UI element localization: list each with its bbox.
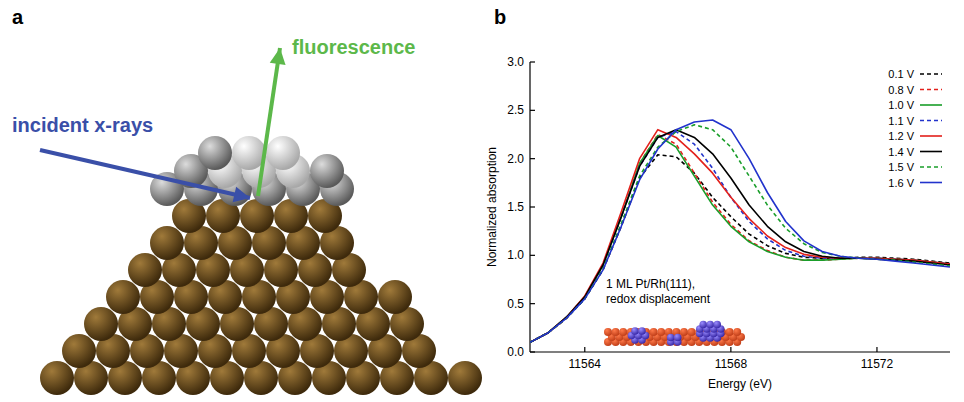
legend-label: 1.0 V: [888, 99, 914, 111]
pt-atom: [667, 334, 675, 342]
x-tick: [730, 347, 731, 352]
x-tick-label: 11564: [569, 357, 602, 371]
series-line: [530, 135, 950, 342]
lines: [530, 120, 950, 342]
series-line: [530, 132, 950, 343]
y-tick: [530, 158, 535, 159]
rh-atom: [680, 328, 688, 336]
y-tick-label: 0.0: [507, 345, 524, 359]
y-tick-label: 2.5: [507, 103, 524, 117]
atom: [40, 361, 74, 395]
series-line: [530, 120, 950, 342]
x-tick: [876, 347, 877, 352]
legend-label: 0.8 V: [888, 84, 914, 96]
legend-label: 1.4 V: [888, 146, 914, 158]
arrow-head: [270, 48, 286, 65]
rh-atom: [657, 328, 665, 336]
pt-atom: [674, 334, 682, 342]
y-tick-label: 1.5: [507, 200, 524, 214]
rh-atom: [733, 328, 741, 336]
x-axis: [530, 351, 950, 352]
rh-atom: [604, 328, 612, 336]
panel-letter: b: [494, 6, 506, 28]
rh-atom: [612, 328, 620, 336]
annotation: redox displacement: [606, 292, 711, 306]
panel-letter: a: [12, 6, 24, 28]
atom: [150, 226, 184, 260]
atom: [128, 253, 162, 287]
y-axis-title: Normalized absorption: [485, 147, 499, 267]
legend-swatch: [920, 120, 942, 122]
x-tick-label: 11568: [715, 357, 748, 371]
figure: a b incident x-rays fluorescence 0.0 0.5 1.0 1.…: [0, 0, 964, 402]
legend-swatch: [920, 182, 942, 184]
inset-surface: [604, 321, 745, 346]
y-tick-label: 2.0: [507, 152, 524, 166]
legend-swatch: [920, 104, 942, 106]
x-tick-label: 11572: [861, 357, 894, 371]
y-tick: [530, 206, 535, 207]
atom: [378, 280, 412, 314]
y-tick: [530, 303, 535, 304]
legend-label: 1.1 V: [888, 115, 914, 127]
arrow-shaft: [258, 48, 280, 196]
pt-atom: [631, 327, 639, 335]
pt-atom: [638, 327, 646, 335]
y-tick: [530, 110, 535, 111]
atom: [62, 334, 96, 368]
x-axis-title: Energy (eV): [708, 377, 772, 391]
legend-swatch: [920, 135, 942, 137]
series-line: [530, 155, 950, 343]
y-tick: [530, 255, 535, 256]
legend-swatch: [920, 166, 942, 168]
atom: [266, 136, 300, 170]
series-line: [530, 125, 950, 342]
pt-atom: [699, 321, 707, 329]
legend-label: 0.1 V: [888, 68, 914, 80]
y-tick: [530, 61, 535, 62]
y-tick-label: 1.0: [507, 248, 524, 262]
x-tick: [584, 347, 585, 352]
particle-diagram: [40, 48, 482, 395]
pt-atom: [706, 321, 714, 329]
legend-label: 1.2 V: [888, 130, 914, 142]
atom: [310, 154, 344, 188]
legend-swatch: [920, 151, 942, 153]
legend-label: 1.6 V: [888, 177, 914, 189]
diagram-label: fluorescence: [292, 36, 415, 58]
annotation: 1 ML Pt/Rh(111),: [606, 277, 695, 291]
rh-atom: [650, 328, 658, 336]
arrow-head: [233, 187, 250, 203]
atom: [106, 280, 140, 314]
atom: [84, 307, 118, 341]
y-tick-label: 3.0: [507, 55, 524, 69]
rh-atom: [619, 328, 627, 336]
legend-swatch: [920, 73, 942, 75]
y-tick-label: 0.5: [507, 297, 524, 311]
atom: [448, 361, 482, 395]
rh-atom: [688, 328, 696, 336]
rh-atom: [726, 328, 734, 336]
legend-label: 1.5 V: [888, 161, 914, 173]
series-line: [530, 135, 950, 343]
chart: 0.0 0.5 1.0 1.5 2.0 2.5 3.0 11564 11568 11572 Ener…: [485, 55, 950, 391]
legend-swatch: [920, 89, 942, 91]
arrow-shaft: [40, 150, 250, 198]
diagram-label: incident x-rays: [12, 114, 153, 136]
y-tick: [530, 351, 535, 352]
atom: [198, 136, 232, 170]
pt-atom: [713, 321, 721, 329]
